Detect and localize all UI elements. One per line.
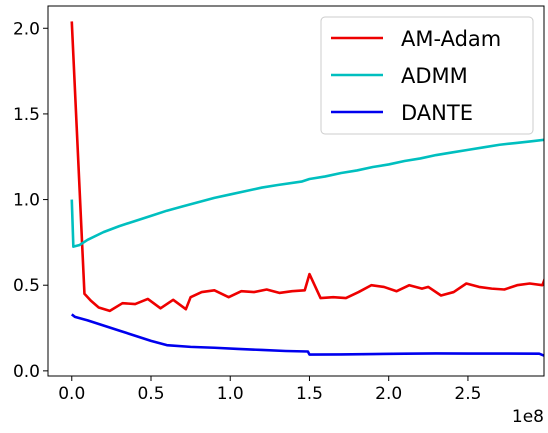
- legend-label: AM-Adam: [401, 27, 501, 51]
- y-tick-label: 0.5: [13, 276, 40, 296]
- x-tick-label: 2.0: [375, 384, 402, 404]
- axes: 0.0 0.5 1.0 1.5 2.0 2.5 0.0 0.5 1.0 1.5 2.0: [13, 19, 482, 404]
- x-tick-label: 1.5: [296, 384, 323, 404]
- x-tick-label: 1.0: [217, 384, 244, 404]
- legend-frame: [320, 16, 534, 135]
- y-tick-label: 1.0: [13, 191, 40, 211]
- series-line-am-adam: [70, 21, 544, 313]
- y-tick-label: 1.5: [13, 105, 40, 125]
- x-tick-label: 0.5: [137, 384, 164, 404]
- legend: AM-Adam ADMM DANTE: [320, 16, 534, 135]
- x-tick-label: 0.0: [58, 384, 85, 404]
- series-line-dante: [70, 313, 544, 358]
- y-tick-label: 2.0: [13, 19, 40, 39]
- series-line-admm: [70, 138, 544, 248]
- legend-label: ADMM: [401, 64, 468, 88]
- series-lines: [70, 21, 544, 358]
- plot-frame: [47, 5, 545, 377]
- y-tick-label: 0.0: [13, 362, 40, 382]
- x-tick-label: 2.5: [454, 384, 481, 404]
- legend-label: DANTE: [401, 101, 473, 125]
- x-offset-label: 1e8: [512, 407, 544, 427]
